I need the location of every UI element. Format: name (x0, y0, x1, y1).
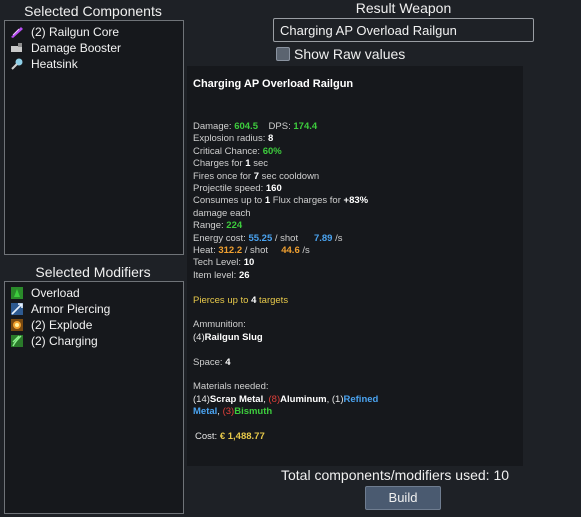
total-components-label: Total components/modifiers used: 10 (281, 467, 510, 483)
range-line: Range: 224 (193, 220, 243, 232)
components-list[interactable]: (2) Railgun Core Damage Booster Heatsink (4, 20, 184, 255)
ammo-label: Ammunition: (193, 319, 246, 331)
weapon-name-input[interactable] (273, 18, 534, 42)
list-item-label: Heatsink (31, 57, 78, 71)
list-item[interactable]: (2) Charging (5, 333, 183, 349)
charges-line: Charges for 1 sec (193, 158, 269, 170)
crit-line: Critical Chance: 60% (193, 145, 282, 157)
modifiers-list[interactable]: Overload Armor Piercing (2) Explode (2) … (4, 281, 184, 514)
list-item-label: (2) Railgun Core (31, 25, 120, 39)
charging-icon (9, 334, 25, 348)
armor-piercing-icon (9, 302, 25, 316)
explosion-line: Explosion radius: 8 (193, 133, 274, 145)
materials-line-2: Metal, (3)Bismuth (193, 406, 273, 418)
list-item[interactable]: Heatsink (5, 56, 183, 72)
show-raw-checkbox[interactable] (276, 47, 290, 61)
explode-icon (9, 318, 25, 332)
materials-label: Materials needed: (193, 381, 269, 393)
heatsink-icon (9, 57, 25, 71)
ammo-line: (4)Railgun Slug (193, 331, 263, 343)
energy-line: Energy cost: 55.25 / shot 7.89 /s (193, 232, 343, 244)
components-title: Selected Components (24, 3, 162, 19)
railgun-core-icon (9, 25, 25, 39)
show-raw-label[interactable]: Show Raw values (294, 46, 406, 62)
list-item[interactable]: (2) Explode (5, 317, 183, 333)
projectile-line: Projectile speed: 160 (193, 183, 282, 195)
list-item[interactable]: Armor Piercing (5, 301, 183, 317)
weapon-stats-panel: Charging AP Overload Railgun Damage: 604… (187, 66, 523, 466)
damage-line: Damage: 604.5 DPS: 174.4 (193, 121, 318, 132)
heat-line: Heat: 312.2 / shot 44.6 /s (193, 245, 310, 257)
overload-icon (9, 286, 25, 300)
consumes-line: Consumes up to 1 Flux charges for +83% (193, 195, 369, 207)
list-item-label: Overload (31, 286, 80, 300)
list-item-label: Armor Piercing (31, 302, 111, 316)
fires-line: Fires once for 7 sec cooldown (193, 170, 320, 182)
pierce-line: Pierces up to 4 targets (193, 294, 289, 306)
damage-booster-icon (9, 41, 25, 55)
space-line: Space: 4 (193, 356, 231, 368)
item-level-line: Item level: 26 (193, 269, 250, 281)
list-item-label: (2) Explode (31, 318, 93, 332)
list-item[interactable]: (2) Railgun Core (5, 24, 183, 40)
modifiers-title: Selected Modifiers (35, 264, 151, 280)
consumes-line-2: damage each (193, 207, 251, 219)
list-item-label: (2) Charging (31, 334, 98, 348)
stats-heading: Charging AP Overload Railgun (193, 78, 354, 90)
result-title: Result Weapon (355, 0, 452, 16)
list-item-label: Damage Booster (31, 41, 122, 55)
cost-line: Cost: € 1,488.77 (195, 431, 265, 443)
materials-line: (14)Scrap Metal, (8)Aluminum, (1)Refined (193, 393, 379, 405)
list-item[interactable]: Overload (5, 285, 183, 301)
list-item[interactable]: Damage Booster (5, 40, 183, 56)
tech-level-line: Tech Level: 10 (193, 257, 255, 269)
build-button[interactable]: Build (365, 486, 441, 510)
